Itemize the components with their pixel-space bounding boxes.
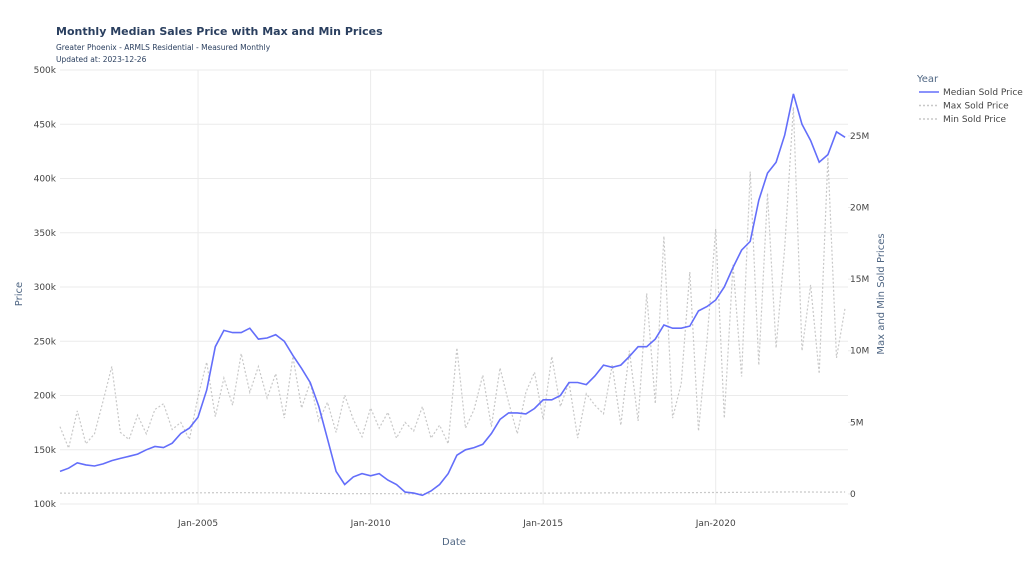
x-tick-label: Jan-2005 <box>177 519 218 529</box>
x-axis-title: Date <box>442 537 466 548</box>
y-tick-label: 150k <box>34 446 57 456</box>
series-line <box>59 107 846 451</box>
x-tick-label: Jan-2015 <box>522 519 563 529</box>
y2-tick-label: 0 <box>850 490 856 500</box>
x-tick-label: Jan-2020 <box>695 519 736 529</box>
series-line <box>59 93 846 497</box>
y2-tick-label: 10M <box>850 347 869 357</box>
y-tick-label: 350k <box>34 229 57 239</box>
legend-label: Min Sold Price <box>943 115 1007 125</box>
y-tick-label: 400k <box>34 175 57 185</box>
y2-axis-title: Max and Min Sold Prices <box>876 233 887 354</box>
y-tick-label: 250k <box>34 337 57 347</box>
y-tick-label: 200k <box>34 392 57 402</box>
chart-subtitle: Greater Phoenix - ARMLS Residential - Me… <box>56 43 271 52</box>
legend-label: Median Sold Price <box>943 88 1023 98</box>
legend-label: Max Sold Price <box>943 102 1009 112</box>
x-tick-label: Jan-2010 <box>350 519 391 529</box>
y-tick-label: 450k <box>34 120 57 130</box>
y-tick-label: 300k <box>34 283 57 293</box>
y2-tick-label: 5M <box>850 418 864 428</box>
y-tick-label: 100k <box>34 500 57 510</box>
chart-title: Monthly Median Sales Price with Max and … <box>56 25 383 38</box>
y2-tick-label: 25M <box>850 132 869 142</box>
updated-note: Updated at: 2023-12-26 <box>56 55 147 64</box>
series-line <box>59 491 846 495</box>
y-axis-title: Price <box>14 282 25 306</box>
legend-title: Year <box>916 74 939 85</box>
y2-tick-label: 20M <box>850 204 869 214</box>
y-tick-label: 500k <box>34 66 57 76</box>
y2-tick-label: 15M <box>850 275 869 285</box>
